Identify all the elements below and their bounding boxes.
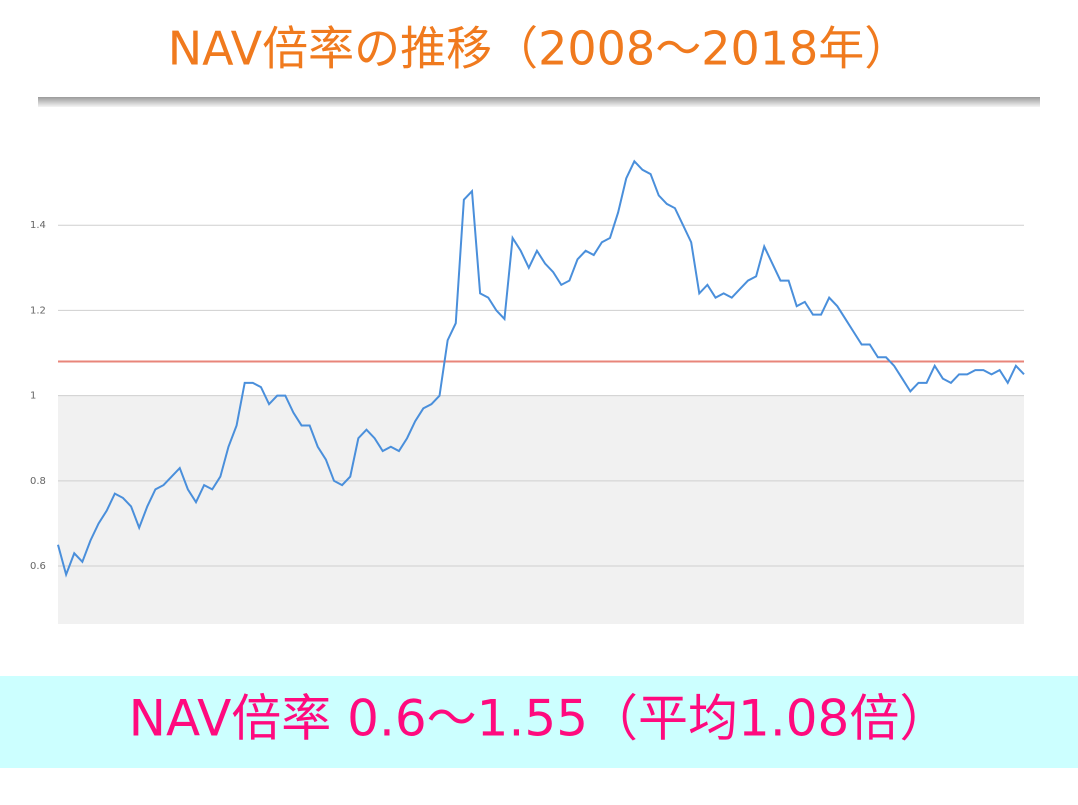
y-tick-label: 0.8 — [30, 476, 46, 487]
y-tick-label: 1.4 — [30, 220, 46, 231]
y-tick-label: 0.6 — [30, 561, 46, 572]
data-line — [57, 159, 1025, 578]
summary: NAV倍率 0.6〜1.55（平均1.08倍） — [129, 690, 950, 748]
summary-banner — [0, 676, 1078, 768]
y-tick-label: 1 — [30, 391, 36, 402]
shaded-region — [58, 395, 1024, 624]
plot: 0.6 0.8 1 1.2 1.4 — [30, 159, 1025, 624]
title: NAV倍率の推移（2008〜2018年） — [168, 22, 911, 76]
separator — [38, 97, 1040, 107]
y-tick-label: 1.2 — [30, 305, 46, 316]
